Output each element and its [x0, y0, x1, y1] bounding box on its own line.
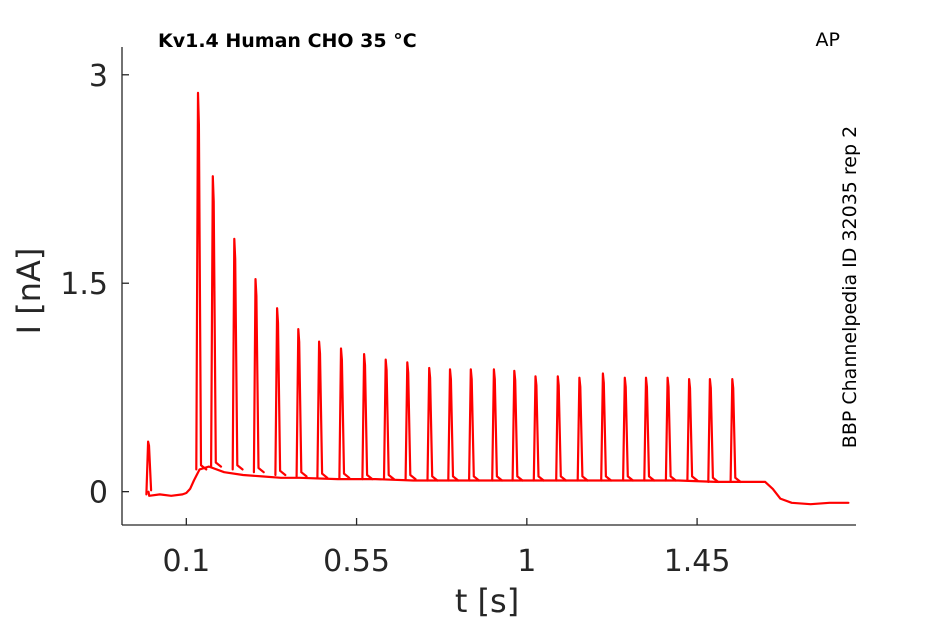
x-tick-label: 1	[517, 544, 536, 579]
spike-mark	[600, 372, 613, 482]
spike-mark	[643, 376, 656, 482]
spike-mark	[231, 237, 244, 471]
spike-mark	[404, 361, 417, 481]
spike-mark	[210, 175, 223, 468]
spike-mark	[707, 378, 720, 483]
x-tick-label: 0.1	[162, 544, 210, 579]
spike-mark	[252, 278, 265, 474]
spike-mark	[274, 307, 287, 477]
side-label: BBP Channelpedia ID 32035 rep 2	[839, 126, 861, 448]
spike-mark	[511, 369, 524, 482]
spike-mark	[295, 328, 308, 478]
spike-mark	[468, 368, 481, 482]
spike-mark	[576, 376, 589, 482]
y-axis-label: I [nA]	[10, 248, 48, 335]
spike-mark	[426, 366, 439, 482]
x-axis-label: t [s]	[455, 582, 519, 620]
x-tick-label: 0.55	[323, 544, 390, 579]
spike-mark	[338, 347, 351, 479]
spike-mark	[491, 368, 504, 482]
axes	[121, 47, 856, 526]
x-ticks: 0.1 0.55 1 1.45	[162, 518, 730, 579]
series	[145, 91, 850, 506]
spike-mark	[361, 353, 374, 481]
y-tick-label: 3	[89, 59, 108, 94]
x-tick-label: 1.45	[664, 544, 731, 579]
y-ticks: 01.53	[60, 59, 129, 511]
chart-title: Kv1.4 Human CHO 35 °C	[158, 30, 417, 52]
spike-mark	[447, 368, 460, 482]
spike-mark	[195, 91, 208, 471]
spike-mark	[664, 376, 677, 482]
spike-mark	[729, 378, 742, 483]
spike-mark	[686, 378, 699, 482]
spike-mark	[382, 358, 395, 481]
spike-mark	[316, 340, 329, 479]
spike-mark	[532, 375, 545, 482]
spike-mark	[145, 440, 153, 496]
spike-mark	[555, 375, 568, 482]
corner-label: AP	[816, 29, 840, 51]
y-tick-label: 1.5	[60, 267, 108, 302]
y-tick-label: 0	[89, 476, 108, 511]
spike-mark	[622, 376, 635, 482]
